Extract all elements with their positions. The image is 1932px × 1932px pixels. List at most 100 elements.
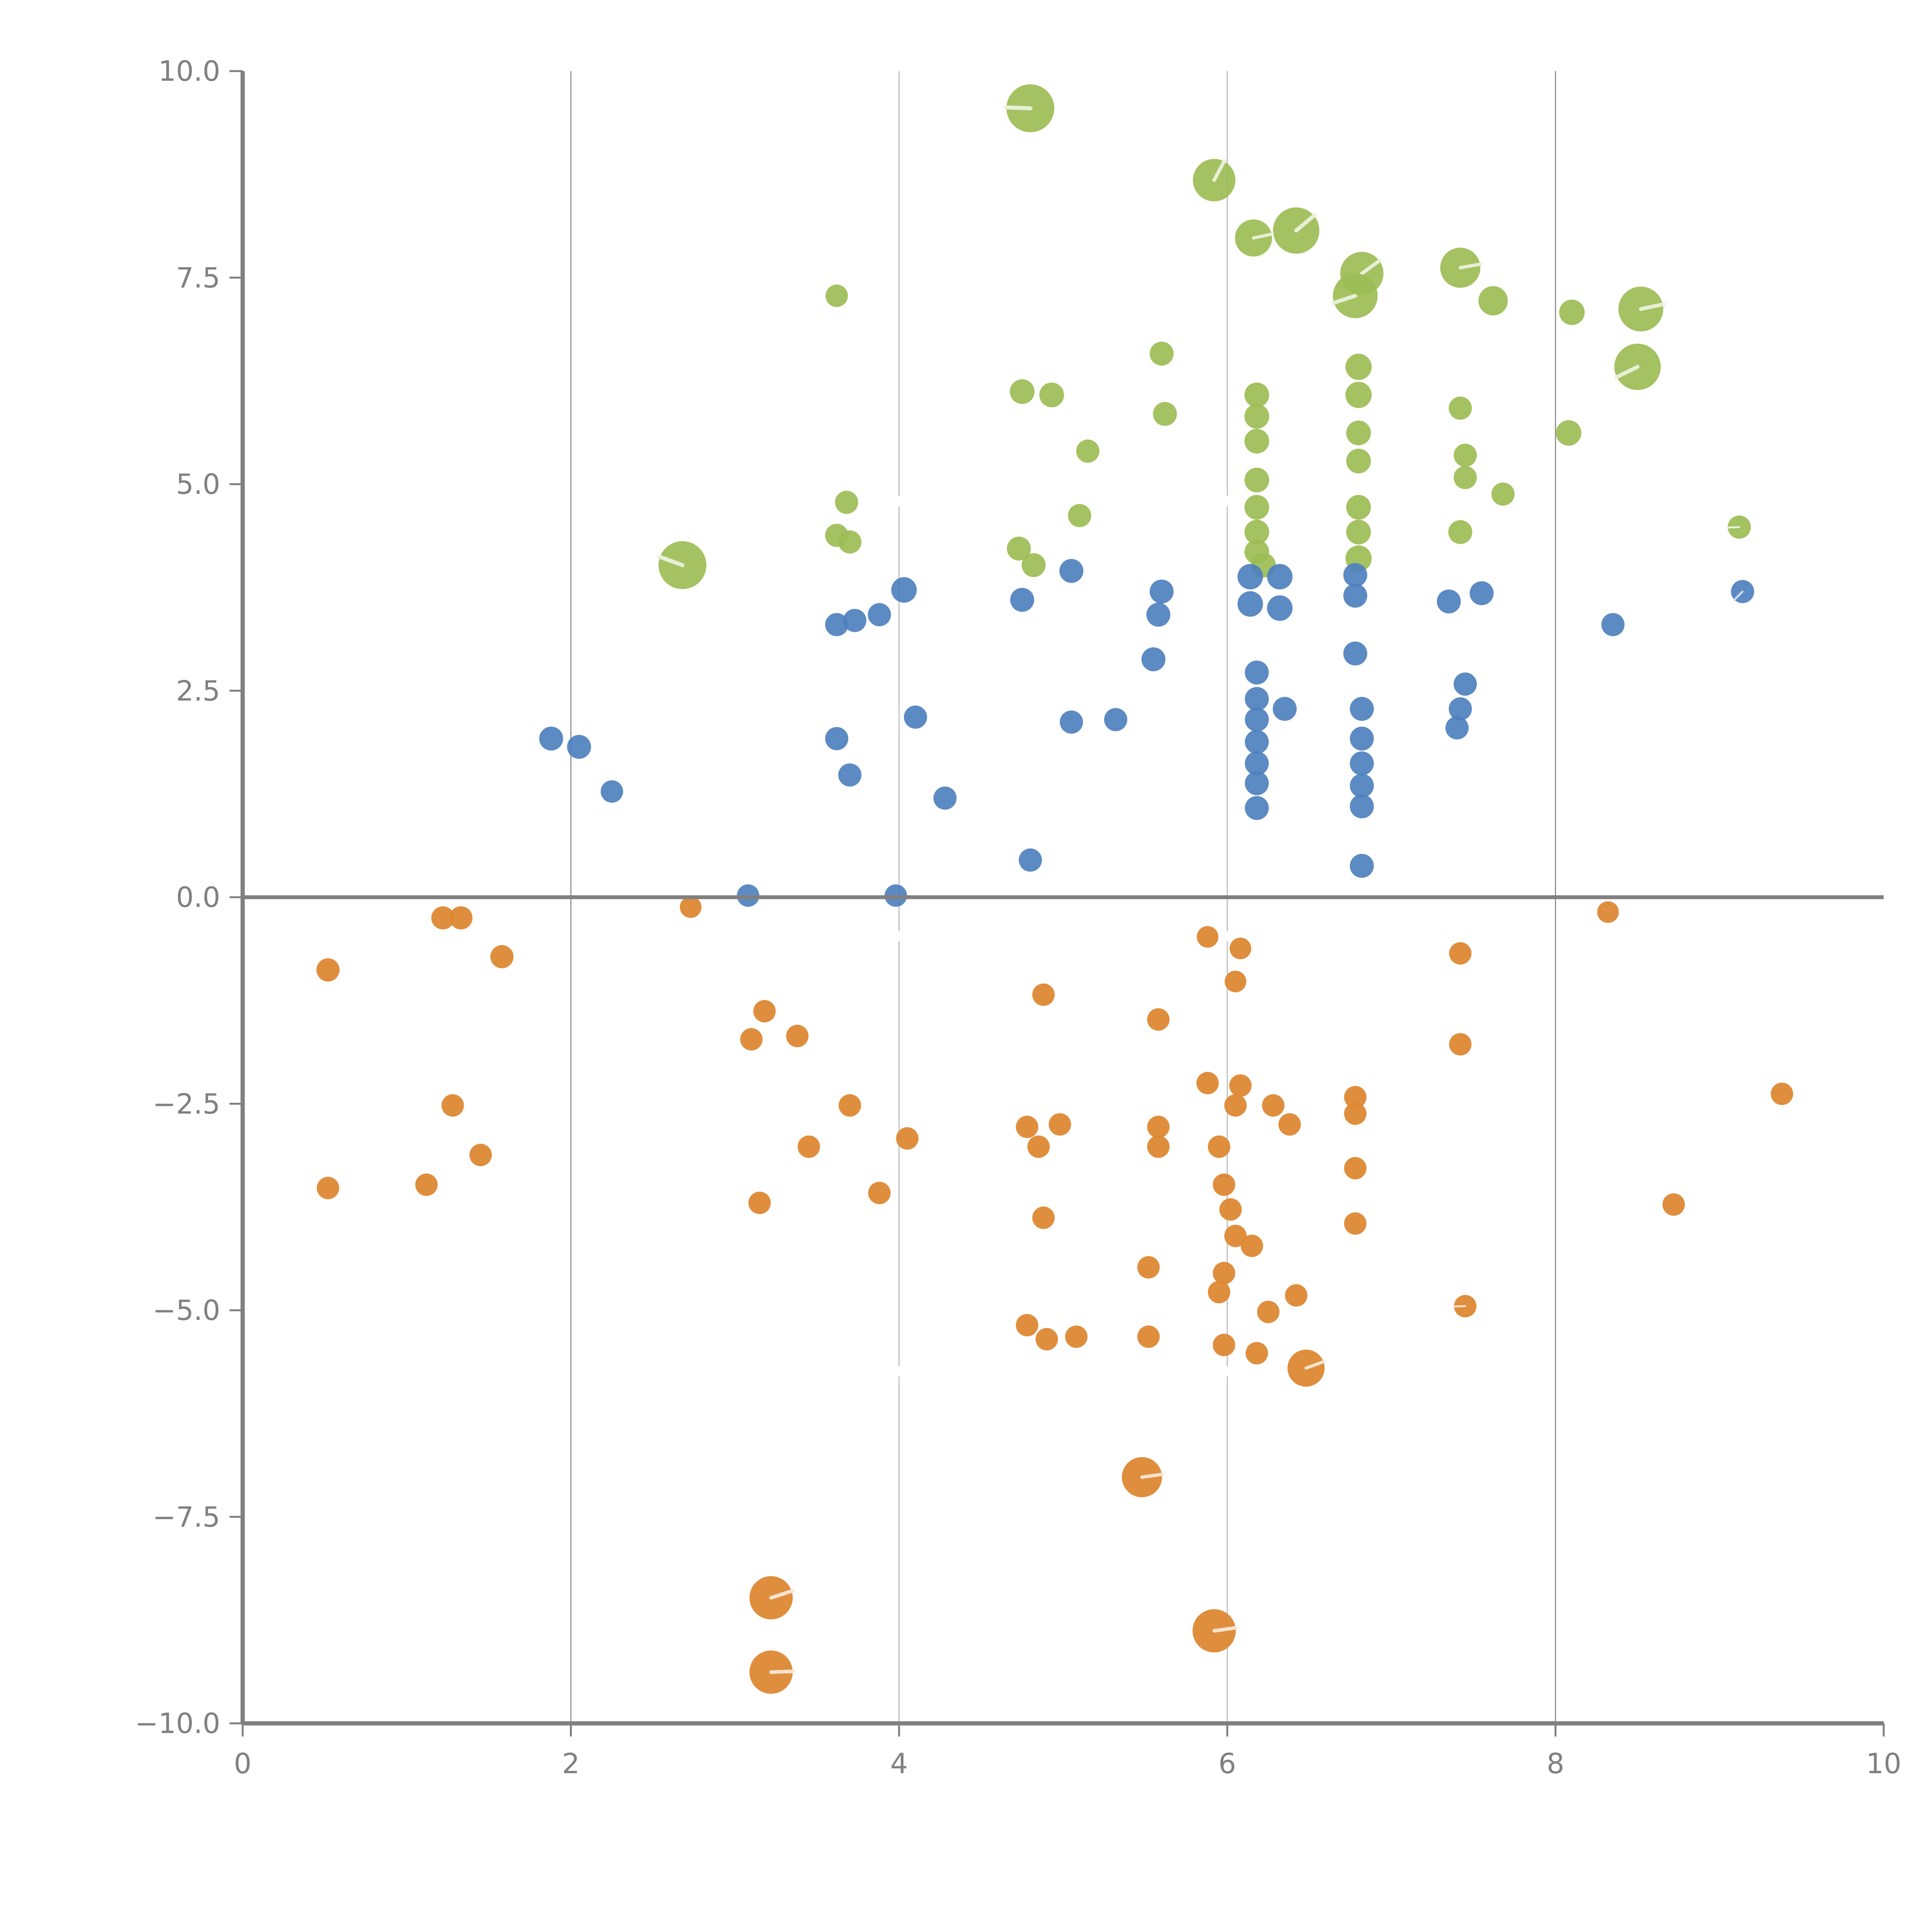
scatter-marker [1449,396,1472,420]
scatter-marker [1556,420,1582,446]
scatter-marker [1049,1113,1071,1136]
scatter-marker [1224,1094,1247,1117]
scatter-marker [1350,794,1374,818]
scatter-marker [1036,1328,1058,1350]
scatter-marker [449,906,473,930]
scatter-marker [1197,926,1219,948]
scatter-marker [441,1094,464,1117]
scatter-marker [904,705,927,729]
scatter-marker [1343,641,1367,666]
scatter-marker [1065,1325,1088,1348]
scatter-marker [1146,602,1170,627]
scatter-marker [1245,730,1269,754]
scatter-marker [1267,564,1293,590]
scatter-marker [896,1127,919,1150]
scatter-marker [1032,983,1055,1006]
scatter-marker [1343,563,1367,587]
scatter-marker [1350,751,1374,776]
scatter-marker [1245,707,1269,732]
scatter-marker [490,945,514,968]
scatter-marker [431,906,455,930]
scatter-marker [1278,1113,1301,1136]
scatter-marker [1343,583,1367,608]
scatter-marker [1344,1102,1367,1125]
scatter-marker [1449,1033,1472,1056]
scatter-marker [825,727,849,750]
scatter-marker [1614,344,1661,390]
scatter-marker [1068,504,1091,527]
scatter-marker [1010,588,1034,612]
x-axis-tick-label: 10 [1866,1747,1901,1780]
scatter-marker [1267,595,1293,621]
scatter-marker [1469,581,1494,605]
scatter-marker [1452,1295,1477,1318]
scatter-marker [1245,1342,1268,1365]
scatter-marker [1016,1314,1039,1337]
scatter-marker [1346,520,1371,545]
scatter-marker [1219,1198,1242,1221]
scatter-marker [1224,1225,1247,1247]
scatter-marker [657,541,707,589]
scatter-marker [1059,559,1083,583]
scatter-marker [1235,219,1274,257]
scatter-marker [1245,751,1269,776]
scatter-marker [1147,1135,1170,1158]
y-axis-tick-label: 2.5 [176,674,220,707]
x-axis-tick-label: 4 [890,1747,908,1780]
y-axis-tick-label: −10.0 [135,1707,220,1740]
scatter-marker [1454,466,1477,489]
scatter-marker [1137,1256,1160,1279]
scatter-marker [1122,1457,1165,1497]
scatter-marker [1007,536,1031,561]
axis-ticks-group [230,70,1885,1736]
scatter-marker [1344,1157,1367,1180]
scatter-marker [749,1576,794,1620]
scatter-marker [1193,159,1236,202]
scatter-marker [1019,848,1042,872]
y-axis-tick-label: −5.0 [153,1294,220,1327]
scatter-marker [1141,647,1166,672]
scatter-marker [1208,1281,1230,1303]
scatter-marker [1257,1301,1280,1323]
scatter-marker [600,780,623,803]
y-axis-tick-label: 0.0 [176,881,220,913]
scatter-marker [1032,1206,1055,1229]
scatter-marker [1213,1173,1235,1196]
scatter-marker [1346,420,1371,446]
scatter-marker [1003,84,1054,133]
scatter-marker [1244,520,1269,545]
scatter-marker [753,1000,776,1023]
scatter-marker [1027,1135,1050,1158]
scatter-marker [1076,439,1100,463]
scatter-marker [1454,444,1477,467]
scatter-marker [748,1192,771,1214]
scatter-marker [798,1135,820,1158]
scatter-marker [1350,726,1374,751]
scatter-marker [1454,672,1477,696]
scatter-marker [316,1177,339,1199]
y-axis-tick-label: 7.5 [176,261,220,294]
scatter-marker [786,1025,809,1048]
scatter-marker [1287,1349,1326,1387]
scatter-marker [1213,1333,1235,1356]
scatter-marker [1346,449,1371,474]
scatter-marker [316,958,340,982]
scatter-marker [1104,708,1128,731]
scatter-marker [1618,286,1666,332]
y-axis-tick-label: 5.0 [176,468,220,500]
scatter-marker [1150,579,1174,604]
scatter-marker [1244,468,1269,493]
scatter-marker [1245,796,1269,820]
scatter-marker [1262,1094,1285,1117]
data-points-group [316,84,1793,1694]
scatter-marker [1272,697,1297,721]
scatter-marker [1010,379,1035,404]
scatter-marker [1196,1072,1219,1095]
x-axis-tick-label: 8 [1546,1747,1565,1780]
scatter-marker [1244,404,1269,429]
scatter-marker [1244,383,1269,408]
scatter-marker [1237,564,1263,590]
scatter-marker [1601,613,1625,636]
